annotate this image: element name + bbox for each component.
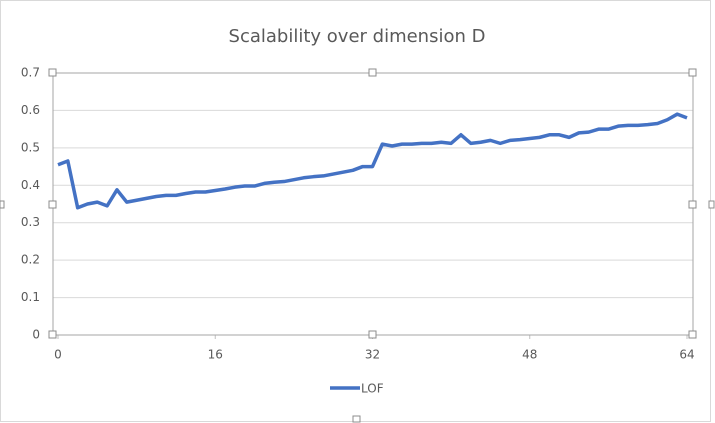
handle [48,200,57,209]
y-tick-label: 0.7 [21,66,40,80]
handle [688,330,697,339]
x-tick-label: 32 [365,348,380,362]
handle [0,200,5,209]
handle [688,200,697,209]
handle [352,415,361,423]
y-tick-label: 0.2 [21,253,40,267]
legend-label: LOF [361,382,384,396]
handle [708,200,715,209]
y-tick-label: 0.6 [21,103,40,117]
y-tick-label: 0.1 [21,290,40,304]
x-tick-label: 16 [208,348,223,362]
data-line [57,112,688,210]
handle [368,330,377,339]
y-tick-label: 0.5 [21,140,40,154]
x-tick-label: 0 [54,348,62,362]
handle [368,68,377,77]
y-tick-label: 0 [32,328,40,342]
chart-title: Scalability over dimension D [229,26,486,47]
handle [688,68,697,77]
y-tick-label: 0.3 [21,215,40,229]
y-tick-label: 0.4 [21,178,40,192]
x-tick-label: 48 [522,348,537,362]
x-tick-label: 64 [679,348,694,362]
handle [48,330,57,339]
handle [48,68,57,77]
